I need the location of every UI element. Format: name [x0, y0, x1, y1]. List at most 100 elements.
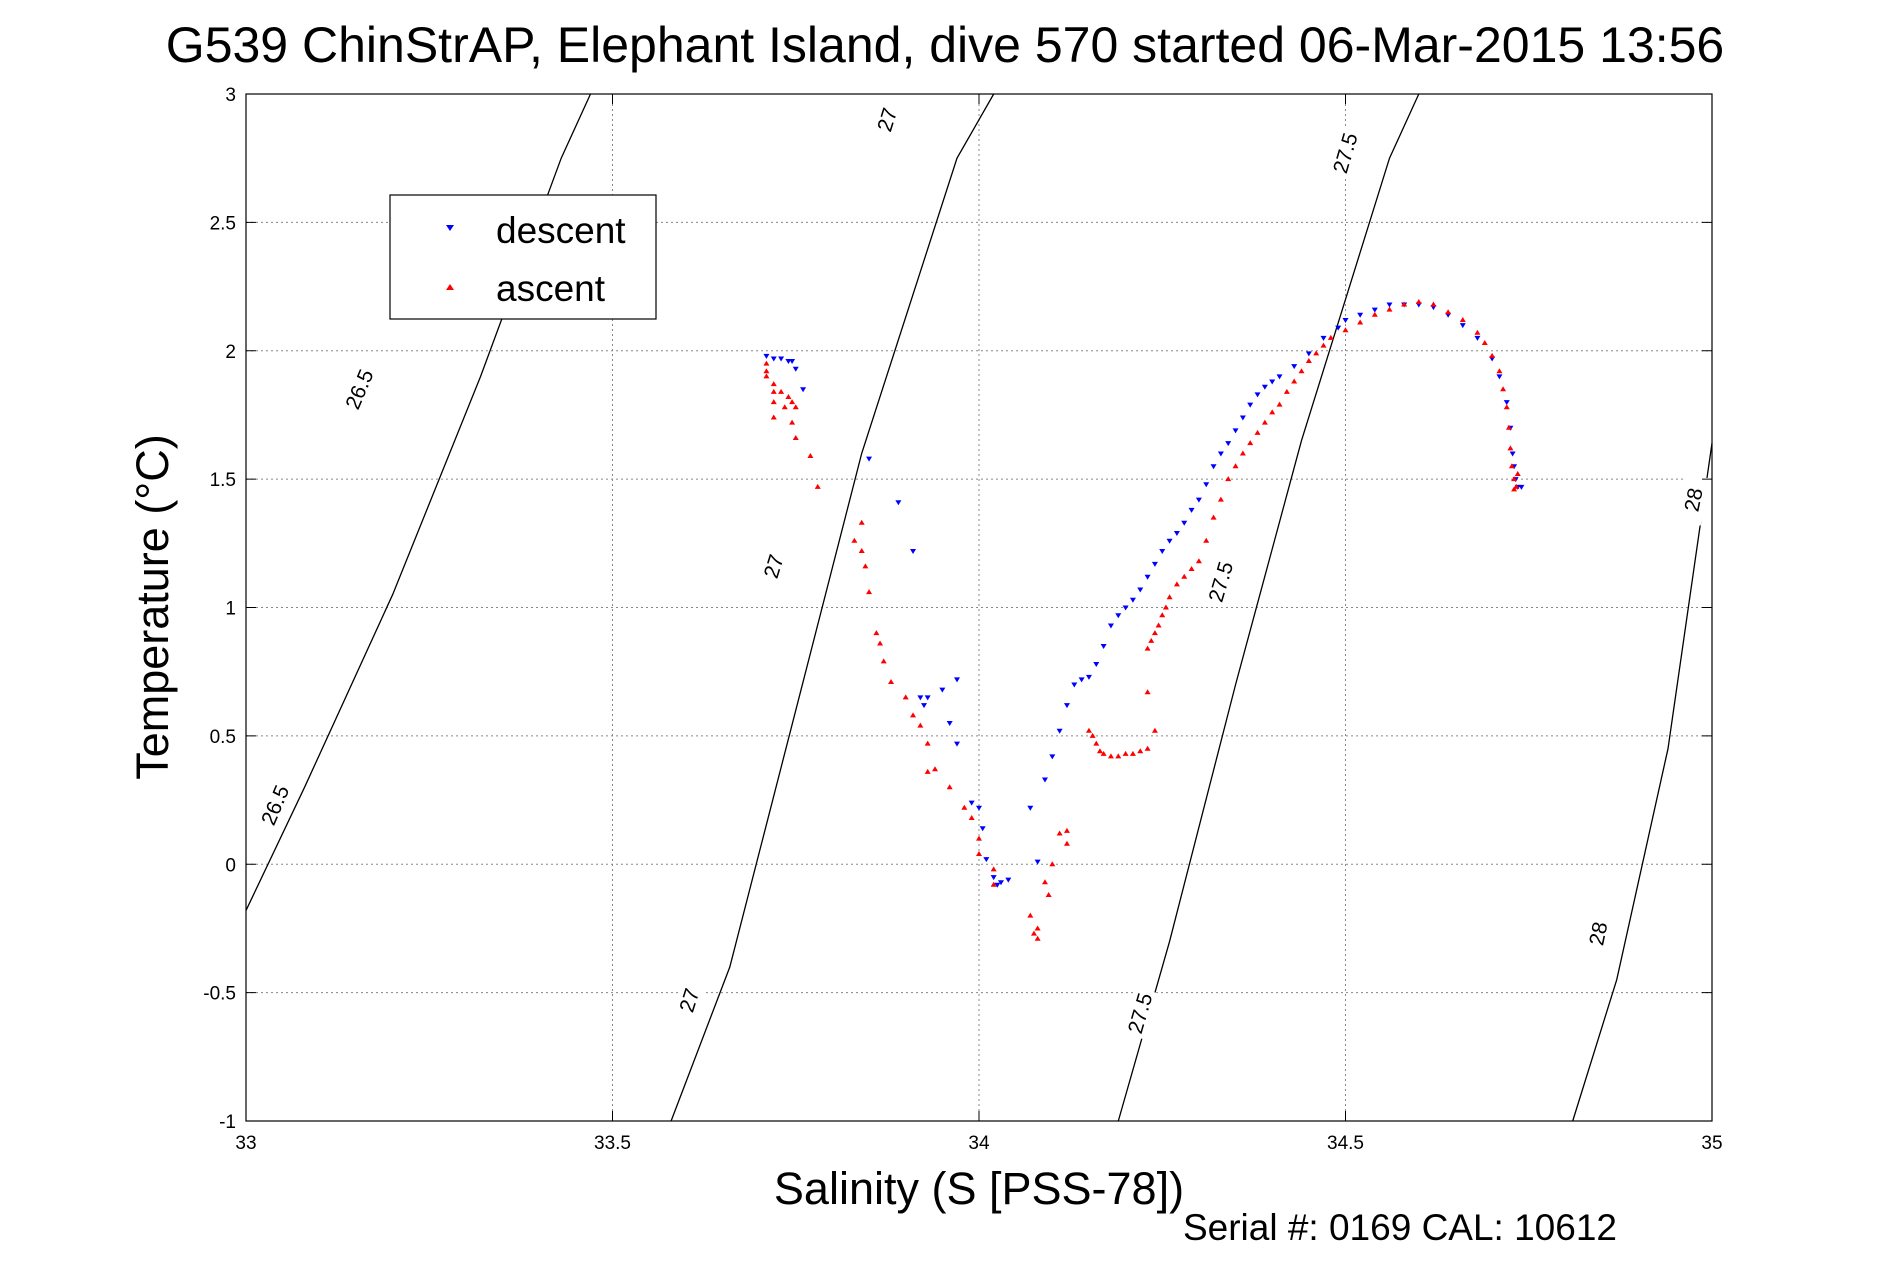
descent-point — [1269, 379, 1276, 385]
data-series — [763, 298, 1525, 941]
descent-point — [939, 687, 946, 693]
ascent-point — [932, 766, 939, 772]
ascent-point — [763, 360, 770, 366]
ascent-point — [990, 881, 997, 887]
ascent-point — [1049, 861, 1056, 867]
descent-point — [1496, 374, 1503, 380]
descent-point — [770, 356, 777, 362]
descent-point — [1386, 302, 1393, 308]
descent-point — [924, 695, 931, 701]
ascent-point — [976, 835, 982, 841]
descent-point — [1122, 605, 1129, 611]
ascent-point — [1342, 327, 1349, 333]
ascent-point — [1045, 892, 1052, 898]
ascent-point — [1327, 334, 1334, 340]
descent-point — [1005, 877, 1012, 883]
descent-point — [1195, 497, 1202, 503]
ascent-point — [1500, 386, 1507, 392]
legend-ascent-label: ascent — [496, 268, 606, 309]
ascent-point — [1148, 637, 1155, 643]
ascent-point — [1096, 748, 1103, 754]
descent-point — [1027, 805, 1034, 811]
descent-point — [1342, 317, 1349, 323]
descent-point — [1181, 520, 1188, 526]
x-tick-label: 33.5 — [594, 1133, 631, 1154]
descent-point — [1049, 754, 1056, 760]
ascent-point — [1276, 401, 1283, 407]
ascent-point — [1269, 409, 1276, 415]
serial-footer: Serial #: 0169 CAL: 10612 — [1183, 1207, 1617, 1248]
x-axis-label: Salinity (S [PSS-78]) — [774, 1163, 1184, 1214]
ascent-point — [770, 399, 777, 405]
ascent-point — [902, 694, 909, 700]
ascent-point — [910, 712, 917, 718]
descent-point — [1509, 451, 1516, 457]
y-tick-label: 1.5 — [210, 470, 236, 491]
ascent-point — [1034, 935, 1041, 941]
ascent-point — [778, 388, 785, 394]
x-tick-label: 35 — [1701, 1133, 1722, 1154]
ascent-point — [873, 630, 880, 636]
contour-label-bg — [1677, 473, 1711, 526]
ascent-point — [1386, 306, 1393, 312]
contour-line-26-5 — [245, 93, 592, 911]
ascent-point — [1474, 329, 1481, 335]
descent-point — [1078, 677, 1085, 683]
descent-point — [976, 805, 982, 811]
descent-point — [954, 677, 961, 683]
descent-point — [1225, 441, 1232, 447]
descent-point — [778, 356, 785, 362]
ascent-series — [763, 298, 1521, 941]
descent-point — [1115, 613, 1122, 619]
ascent-point — [1030, 930, 1037, 936]
ascent-point — [1505, 424, 1512, 430]
ascent-point — [858, 548, 865, 554]
ascent-point — [1144, 689, 1151, 695]
ascent-point — [1166, 594, 1173, 600]
ascent-point — [1511, 486, 1518, 492]
y-axis-label: Temperature (°C) — [127, 434, 178, 780]
ascent-point — [1056, 830, 1063, 836]
ascent-point — [1313, 350, 1320, 356]
descent-point — [789, 359, 796, 365]
descent-point — [1247, 402, 1254, 408]
descent-point — [763, 353, 770, 359]
descent-point — [1518, 484, 1525, 490]
contour-label-bg — [1202, 555, 1240, 609]
contour-line-27-5 — [1117, 93, 1420, 1122]
ascent-point — [1129, 750, 1136, 756]
ascent-point — [789, 399, 796, 405]
descent-point — [1291, 364, 1298, 370]
descent-point — [979, 826, 986, 832]
ascent-point — [1401, 301, 1408, 307]
ascent-point — [1063, 840, 1070, 846]
x-tick-label: 33 — [235, 1133, 256, 1154]
descent-point — [1254, 392, 1261, 398]
descent-point — [1056, 728, 1063, 734]
ascent-point — [1144, 645, 1151, 651]
ascent-point — [961, 804, 968, 810]
legend-descent-label: descent — [496, 210, 626, 251]
ascent-point — [763, 368, 770, 374]
ascent-point — [924, 768, 931, 774]
contour-label-bg — [1327, 126, 1364, 180]
contour-label-bg — [339, 362, 381, 417]
ascent-point — [1089, 732, 1096, 738]
contour-line-27 — [670, 93, 995, 1122]
ascent-point — [1027, 912, 1034, 918]
descent-point — [1137, 587, 1144, 593]
descent-point — [1151, 561, 1158, 567]
ascent-point — [858, 519, 865, 525]
descent-point — [1173, 531, 1180, 537]
ascent-point — [968, 815, 975, 821]
ascent-point — [1159, 612, 1166, 618]
descent-point — [1034, 859, 1041, 865]
ascent-point — [1503, 404, 1510, 410]
legend: descent ascent — [389, 194, 657, 320]
y-tick-label: 2.5 — [210, 213, 236, 234]
y-tick-label: -0.5 — [203, 984, 236, 1005]
ascent-point — [1445, 309, 1452, 315]
descent-point — [1371, 307, 1378, 313]
ascent-point — [781, 404, 788, 410]
